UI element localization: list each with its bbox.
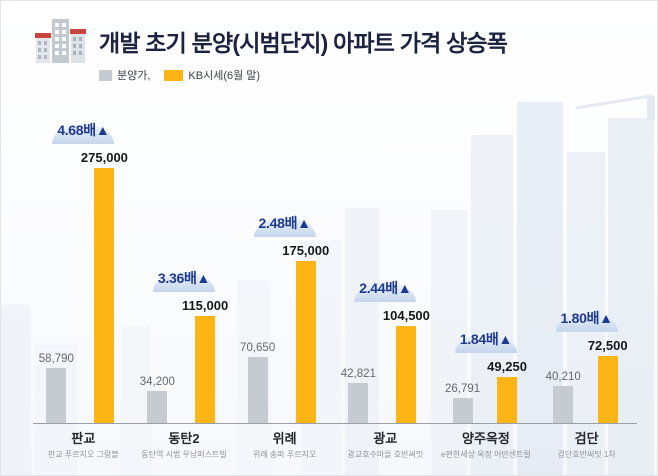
bar-group: 2.48배▲ 70,650 175,000 위례 위례 송파 푸르지오 (236, 83, 334, 459)
bunyang-swatch (99, 69, 112, 81)
bar-pair: 70,650 175,000 (240, 243, 329, 423)
ratio-label: 1.84배▲ (459, 331, 513, 347)
category-subtitle: 광교호수마을 호반써밋 (347, 450, 424, 459)
kb-swatch (164, 69, 184, 81)
category-subtitle: 동탄역 시범 우남퍼스트빌 (141, 450, 227, 459)
ratio-badge-dome (253, 217, 316, 237)
category: 판교 판교 푸르지오 그랑블 (48, 428, 119, 460)
category-name: 광교 (373, 431, 398, 446)
bunyang-value-label: 34,200 (139, 376, 175, 388)
ratio-badge-dome (52, 124, 115, 144)
chart-groups: 4.68배▲ 58,790 275,000 판교 판교 푸르지오 그랑블 3.3… (33, 83, 637, 459)
category-subtitle: 판교 푸르지오 그랑블 (47, 450, 119, 459)
bar-group: 4.68배▲ 58,790 275,000 판교 판교 푸르지오 그랑블 (34, 83, 132, 459)
kb-bar (396, 326, 417, 423)
ratio-badge: 3.36배▲ (147, 258, 221, 292)
kb-bar (597, 356, 618, 423)
ratio-label: 2.44배▲ (359, 280, 412, 296)
bar-pair: 26,791 49,250 (445, 359, 527, 423)
ratio-label: 3.36배▲ (157, 270, 211, 286)
category-name: 판교 (71, 431, 96, 446)
legend-item-bunyang: 분양가, (99, 67, 150, 83)
bunyang-column: 70,650 (240, 342, 275, 423)
bar-group: 2.44배▲ 42,821 104,500 광교 광교호수마을 호반써밋 (336, 83, 434, 459)
bar-pair: 58,790 275,000 (39, 150, 128, 423)
kb-value-label: 72,500 (587, 338, 628, 353)
ratio-label: 4.68배▲ (57, 122, 110, 138)
category: 위례 위례 송파 푸르지오 (253, 428, 316, 460)
ratio-label: 1.80배▲ (560, 310, 613, 326)
ratio-badge: 2.48배▲ (248, 203, 322, 237)
bar-pair: 34,200 115,000 (140, 298, 228, 423)
bunyang-value-label: 40,210 (545, 371, 581, 383)
bunyang-column: 34,200 (140, 376, 175, 423)
legend-item-kb: KB시세(6월 말) (164, 67, 260, 83)
header: 개발 초기 분양(시범단지) 아파트 가격 상승폭 (35, 17, 508, 65)
category-name: 동탄2 (168, 431, 200, 446)
bunyang-value-label: 26,791 (444, 383, 481, 395)
ratio-badge: 1.84배▲ (449, 319, 523, 353)
legend-label-bunyang: 분양가, (117, 70, 151, 82)
kb-value-label: 115,000 (181, 298, 229, 313)
bunyang-bar (348, 383, 369, 423)
bunyang-bar (553, 386, 574, 423)
apartment-buildings-icon (35, 19, 86, 63)
bunyang-bar (452, 398, 473, 423)
bunyang-column: 42,821 (341, 368, 376, 423)
bunyang-column: 40,210 (546, 371, 581, 423)
category-name: 양주옥정 (462, 431, 510, 446)
kb-column: 175,000 (282, 243, 329, 423)
kb-column: 72,500 (588, 338, 628, 423)
kb-column: 115,000 (182, 298, 228, 423)
kb-value-label: 275,000 (80, 150, 128, 165)
category-subtitle: e편한세상 옥정 어반센트럴 (441, 450, 531, 459)
category-name: 검단 (574, 431, 599, 446)
bunyang-value-label: 42,821 (340, 368, 376, 380)
ratio-badge-dome (555, 312, 618, 332)
ratio-badge: 4.68배▲ (46, 110, 120, 144)
bunyang-value-label: 70,650 (240, 342, 276, 354)
category-name: 위례 (272, 431, 297, 446)
kb-column: 49,250 (487, 359, 527, 423)
kb-column: 275,000 (81, 150, 128, 423)
kb-bar (94, 168, 115, 423)
ratio-badge-dome (454, 333, 517, 353)
ratio-badge-dome (152, 272, 215, 292)
category: 양주옥정 e편한세상 옥정 어반센트럴 (441, 428, 531, 460)
bar-group: 3.36배▲ 34,200 115,000 동탄2 동탄역 시범 우남퍼스트빌 (135, 83, 233, 459)
bunyang-bar (147, 391, 168, 423)
bunyang-column: 58,790 (39, 353, 74, 423)
category: 검단 검단호반써밋 1차 (558, 428, 616, 460)
ratio-badge-dome (354, 282, 417, 302)
bunyang-bar (247, 357, 268, 423)
legend-label-kb: KB시세(6월 말) (188, 70, 261, 82)
kb-bar (497, 377, 518, 423)
kb-value-label: 104,500 (382, 308, 430, 323)
ratio-badge: 2.44배▲ (348, 268, 422, 302)
legend: 분양가, KB시세(6월 말) (99, 67, 260, 83)
bunyang-column: 26,791 (445, 383, 480, 423)
kb-value-label: 175,000 (282, 243, 330, 258)
category-subtitle: 검단호반써밋 1차 (557, 450, 616, 459)
bar-pair: 42,821 104,500 (341, 308, 430, 423)
bunyang-bar (46, 368, 67, 423)
bunyang-value-label: 58,790 (38, 353, 74, 365)
category-subtitle: 위례 송파 푸르지오 (252, 450, 317, 459)
category: 광교 광교호수마을 호반써밋 (347, 428, 423, 460)
category: 동탄2 동탄역 시범 우남퍼스트빌 (141, 428, 226, 460)
bar-group: 1.84배▲ 26,791 49,250 양주옥정 e편한세상 옥정 어반센트럴 (437, 83, 535, 459)
kb-column: 104,500 (383, 308, 430, 423)
bar-pair: 40,210 72,500 (546, 338, 628, 423)
kb-bar (295, 261, 316, 423)
kb-bar (195, 316, 216, 423)
bar-group: 1.80배▲ 40,210 72,500 검단 검단호반써밋 1차 (538, 83, 636, 459)
ratio-label: 2.48배▲ (258, 215, 311, 231)
ratio-badge: 1.80배▲ (550, 298, 624, 332)
kb-value-label: 49,250 (487, 359, 527, 374)
page-title: 개발 초기 분양(시범단지) 아파트 가격 상승폭 (99, 30, 508, 56)
